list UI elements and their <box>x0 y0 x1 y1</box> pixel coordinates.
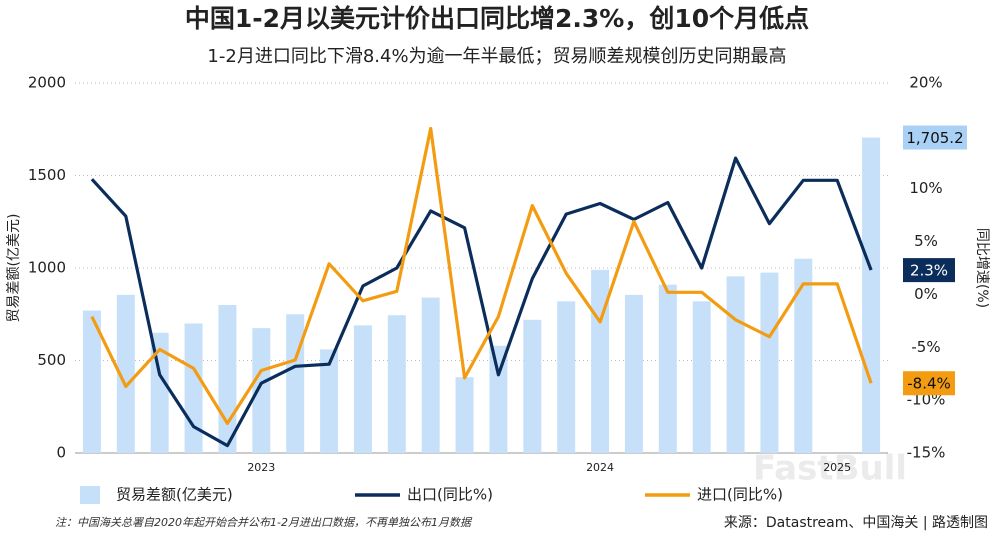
bar <box>794 258 813 453</box>
x-tick-label: 2023 <box>247 461 275 474</box>
y2-tick-label: 0% <box>914 285 938 303</box>
x-tick-label: 2024 <box>586 461 614 474</box>
bar <box>760 272 779 453</box>
line <box>90 156 873 448</box>
bar <box>116 294 135 453</box>
value-label-box <box>903 371 955 396</box>
bar <box>421 297 440 453</box>
y2-tick-label: 5% <box>914 232 938 250</box>
bar <box>489 345 508 453</box>
bar <box>726 276 745 453</box>
value-label-text: -8.4% <box>907 375 951 393</box>
value-label: 2.3% <box>903 258 955 283</box>
bar <box>82 310 101 453</box>
y2-tick-label: -15% <box>907 444 946 462</box>
legend-label: 出口(同比%) <box>407 486 493 504</box>
value-label: -8.4% <box>903 371 955 396</box>
bar <box>557 301 576 453</box>
source: 来源：Datastream、中国海关 | 路透制图 <box>724 515 988 531</box>
y-axis-label: 贸易差额(亿美元) <box>6 214 22 323</box>
y-tick-label: 0 <box>56 444 66 462</box>
bar <box>184 323 203 453</box>
line <box>90 126 873 425</box>
bar <box>862 137 881 453</box>
y-tick-label: 500 <box>37 351 66 369</box>
legend-swatch <box>80 486 100 504</box>
legend-label: 贸易差额(亿美元) <box>116 486 233 504</box>
y2-tick-label: -5% <box>911 338 940 356</box>
y2-tick-label: 10% <box>909 179 942 197</box>
y2-axis-label: 同比增速(%) <box>974 228 990 308</box>
value-label-box <box>903 125 967 150</box>
bar <box>320 349 339 453</box>
y-tick-label: 1000 <box>28 259 66 277</box>
bar <box>523 319 542 453</box>
y-tick-label: 2000 <box>28 74 66 92</box>
value-label: 1,705.2 <box>903 125 967 150</box>
bar <box>591 269 610 453</box>
bar <box>387 315 406 453</box>
bar <box>150 332 169 453</box>
bar <box>455 377 474 453</box>
legend-label: 进口(同比%) <box>697 486 783 504</box>
chart-title: 中国1-2月以美元计价出口同比增2.3%，创10个月低点 <box>185 4 809 33</box>
value-label-text: 1,705.2 <box>906 129 963 147</box>
value-label-text: 2.3% <box>910 262 948 280</box>
bar <box>692 301 711 453</box>
y2-tick-label: 20% <box>909 74 942 92</box>
x-tick-label: 2025 <box>823 461 851 474</box>
footnote: 注：中国海关总署自2020年起开始合并公布1-2月进出口数据，不再单独公布1月数… <box>55 516 473 529</box>
bar <box>286 314 305 453</box>
bar <box>252 328 271 453</box>
bar <box>353 325 372 453</box>
y-tick-label: 1500 <box>28 166 66 184</box>
bar <box>624 294 643 453</box>
value-label-box <box>903 258 955 283</box>
bar <box>658 284 677 453</box>
watermark: FastBull <box>753 449 907 489</box>
chart-subtitle: 1-2月进口同比下滑8.4%为逾一年半最低；贸易顺差规模创历史同期最高 <box>207 46 786 67</box>
